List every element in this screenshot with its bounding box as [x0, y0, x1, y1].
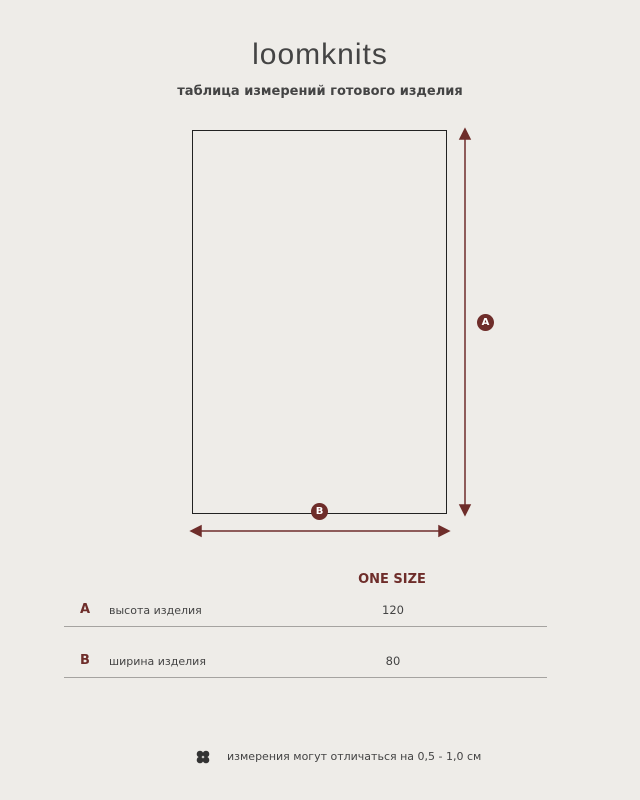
width-marker-badge: B — [311, 503, 328, 520]
row-value: 80 — [385, 654, 401, 668]
arrow-head-up — [458, 127, 472, 140]
row-letter: B — [80, 653, 90, 668]
arrow-head-down — [458, 504, 472, 517]
row-letter: A — [80, 602, 91, 617]
row-label: высота изделия — [109, 604, 202, 617]
measurement-note: измерения могут отличаться на 0,5 - 1,0 … — [227, 750, 482, 763]
row-value: 120 — [382, 603, 404, 617]
brand-logo: loomknits — [252, 38, 388, 71]
size-column-header: ONE SIZE — [358, 572, 426, 587]
row-divider — [64, 677, 547, 678]
row-divider — [64, 626, 547, 627]
arrow-head-right — [438, 524, 451, 538]
height-marker-badge: A — [477, 314, 494, 331]
page-subtitle: таблица измерений готового изделия — [177, 84, 463, 99]
row-label: ширина изделия — [109, 655, 206, 668]
arrow-head-left — [189, 524, 202, 538]
